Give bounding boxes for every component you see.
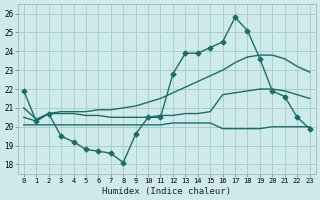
X-axis label: Humidex (Indice chaleur): Humidex (Indice chaleur) (102, 187, 231, 196)
